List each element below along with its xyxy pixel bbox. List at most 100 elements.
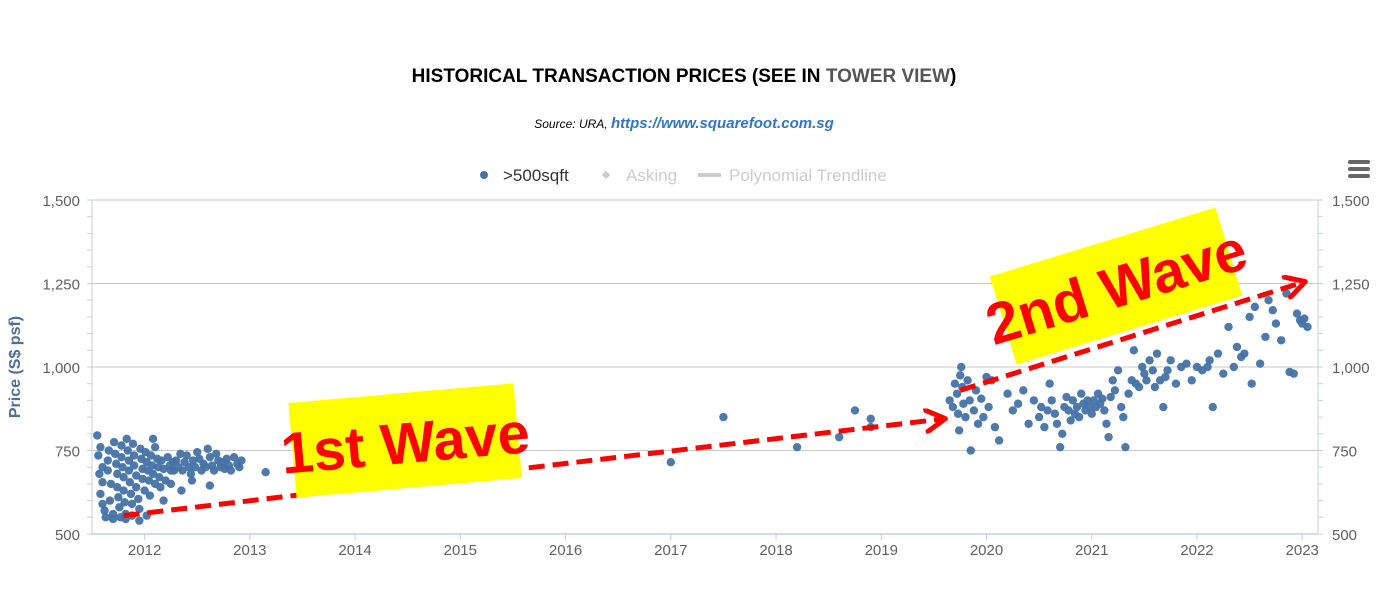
data-point[interactable] xyxy=(984,402,993,412)
data-point[interactable] xyxy=(98,478,107,487)
data-point[interactable] xyxy=(166,479,176,489)
data-point[interactable] xyxy=(945,396,954,405)
data-point[interactable] xyxy=(1224,322,1233,332)
legend-item-transactions[interactable]: >500sqft xyxy=(480,166,569,185)
data-point[interactable] xyxy=(952,389,962,398)
data-point[interactable] xyxy=(850,406,860,415)
data-point[interactable] xyxy=(105,496,115,505)
data-point[interactable] xyxy=(1100,406,1109,415)
data-point[interactable] xyxy=(156,483,165,492)
data-point[interactable] xyxy=(1150,382,1160,392)
data-point[interactable] xyxy=(1140,369,1149,378)
data-point[interactable] xyxy=(222,454,231,464)
data-point[interactable] xyxy=(1019,386,1028,395)
data-point[interactable] xyxy=(959,399,968,408)
data-point[interactable] xyxy=(93,431,102,440)
data-point[interactable] xyxy=(1117,402,1126,412)
data-point[interactable] xyxy=(961,412,970,422)
data-point[interactable] xyxy=(94,451,103,460)
data-point[interactable] xyxy=(145,491,155,500)
data-point[interactable] xyxy=(1129,346,1139,355)
data-point[interactable] xyxy=(1050,409,1060,418)
data-point[interactable] xyxy=(1064,406,1073,415)
data-point[interactable] xyxy=(1289,369,1298,378)
data-point[interactable] xyxy=(719,412,728,422)
data-point[interactable] xyxy=(129,451,139,460)
data-point[interactable] xyxy=(122,434,131,444)
data-point[interactable] xyxy=(1208,402,1217,412)
data-point[interactable] xyxy=(1034,412,1044,422)
data-point[interactable] xyxy=(1159,402,1168,412)
data-point[interactable] xyxy=(188,456,198,465)
data-point[interactable] xyxy=(182,451,191,460)
data-point[interactable] xyxy=(177,486,186,495)
data-point[interactable] xyxy=(1182,359,1191,368)
data-point[interactable] xyxy=(1292,309,1302,318)
data-point[interactable] xyxy=(1043,406,1052,415)
data-point[interactable] xyxy=(144,476,154,485)
data-point[interactable] xyxy=(159,496,168,505)
data-point[interactable] xyxy=(1142,376,1151,385)
data-point[interactable] xyxy=(969,406,979,415)
context-menu-icon[interactable] xyxy=(1348,160,1370,180)
data-point[interactable] xyxy=(1121,442,1130,452)
data-point[interactable] xyxy=(129,461,139,470)
data-point[interactable] xyxy=(963,376,972,385)
data-point[interactable] xyxy=(1052,419,1062,428)
data-point[interactable] xyxy=(235,463,244,472)
data-point[interactable] xyxy=(1247,379,1256,388)
data-point[interactable] xyxy=(155,473,164,482)
data-point[interactable] xyxy=(979,412,988,422)
data-point[interactable] xyxy=(135,504,144,514)
data-point[interactable] xyxy=(209,466,219,475)
data-point[interactable] xyxy=(1008,406,1018,415)
data-point[interactable] xyxy=(1003,389,1012,398)
data-point[interactable] xyxy=(866,414,875,423)
data-point[interactable] xyxy=(103,456,112,465)
data-point[interactable] xyxy=(96,489,105,499)
data-point[interactable] xyxy=(110,449,120,459)
data-point[interactable] xyxy=(1171,379,1181,388)
data-point[interactable] xyxy=(131,483,141,492)
data-point[interactable] xyxy=(187,476,197,485)
data-point[interactable] xyxy=(1271,319,1281,328)
data-point[interactable] xyxy=(147,461,157,470)
data-point[interactable] xyxy=(100,506,109,515)
data-point[interactable] xyxy=(226,466,236,475)
data-point[interactable] xyxy=(966,446,975,455)
data-point[interactable] xyxy=(1255,359,1265,368)
data-point[interactable] xyxy=(146,451,156,460)
data-point[interactable] xyxy=(184,463,194,472)
data-point[interactable] xyxy=(973,419,983,428)
data-point[interactable] xyxy=(1074,412,1084,422)
data-point[interactable] xyxy=(193,447,202,457)
data-point[interactable] xyxy=(98,499,107,509)
data-point[interactable] xyxy=(954,426,964,435)
data-point[interactable] xyxy=(120,498,129,507)
data-point[interactable] xyxy=(953,409,963,418)
data-point[interactable] xyxy=(1300,314,1309,323)
data-point[interactable] xyxy=(950,379,960,388)
data-point[interactable] xyxy=(95,469,104,479)
data-point[interactable] xyxy=(1040,422,1049,432)
data-point[interactable] xyxy=(948,402,958,412)
data-point[interactable] xyxy=(957,362,966,372)
data-point[interactable] xyxy=(113,469,122,479)
data-point[interactable] xyxy=(1089,396,1099,405)
data-point[interactable] xyxy=(148,434,158,444)
data-point[interactable] xyxy=(990,422,1000,432)
data-point[interactable] xyxy=(1276,336,1286,345)
data-point[interactable] xyxy=(1113,366,1123,375)
data-point[interactable] xyxy=(205,481,215,490)
data-point[interactable] xyxy=(104,446,114,455)
data-point[interactable] xyxy=(1161,372,1170,382)
data-point[interactable] xyxy=(1072,402,1082,412)
data-point[interactable] xyxy=(134,494,143,504)
data-point[interactable] xyxy=(190,463,200,472)
data-point[interactable] xyxy=(117,441,126,450)
data-point[interactable] xyxy=(1152,349,1162,358)
data-point[interactable] xyxy=(159,464,168,474)
data-point[interactable] xyxy=(119,486,128,495)
data-point[interactable] xyxy=(1303,322,1312,332)
data-point[interactable] xyxy=(125,478,135,487)
